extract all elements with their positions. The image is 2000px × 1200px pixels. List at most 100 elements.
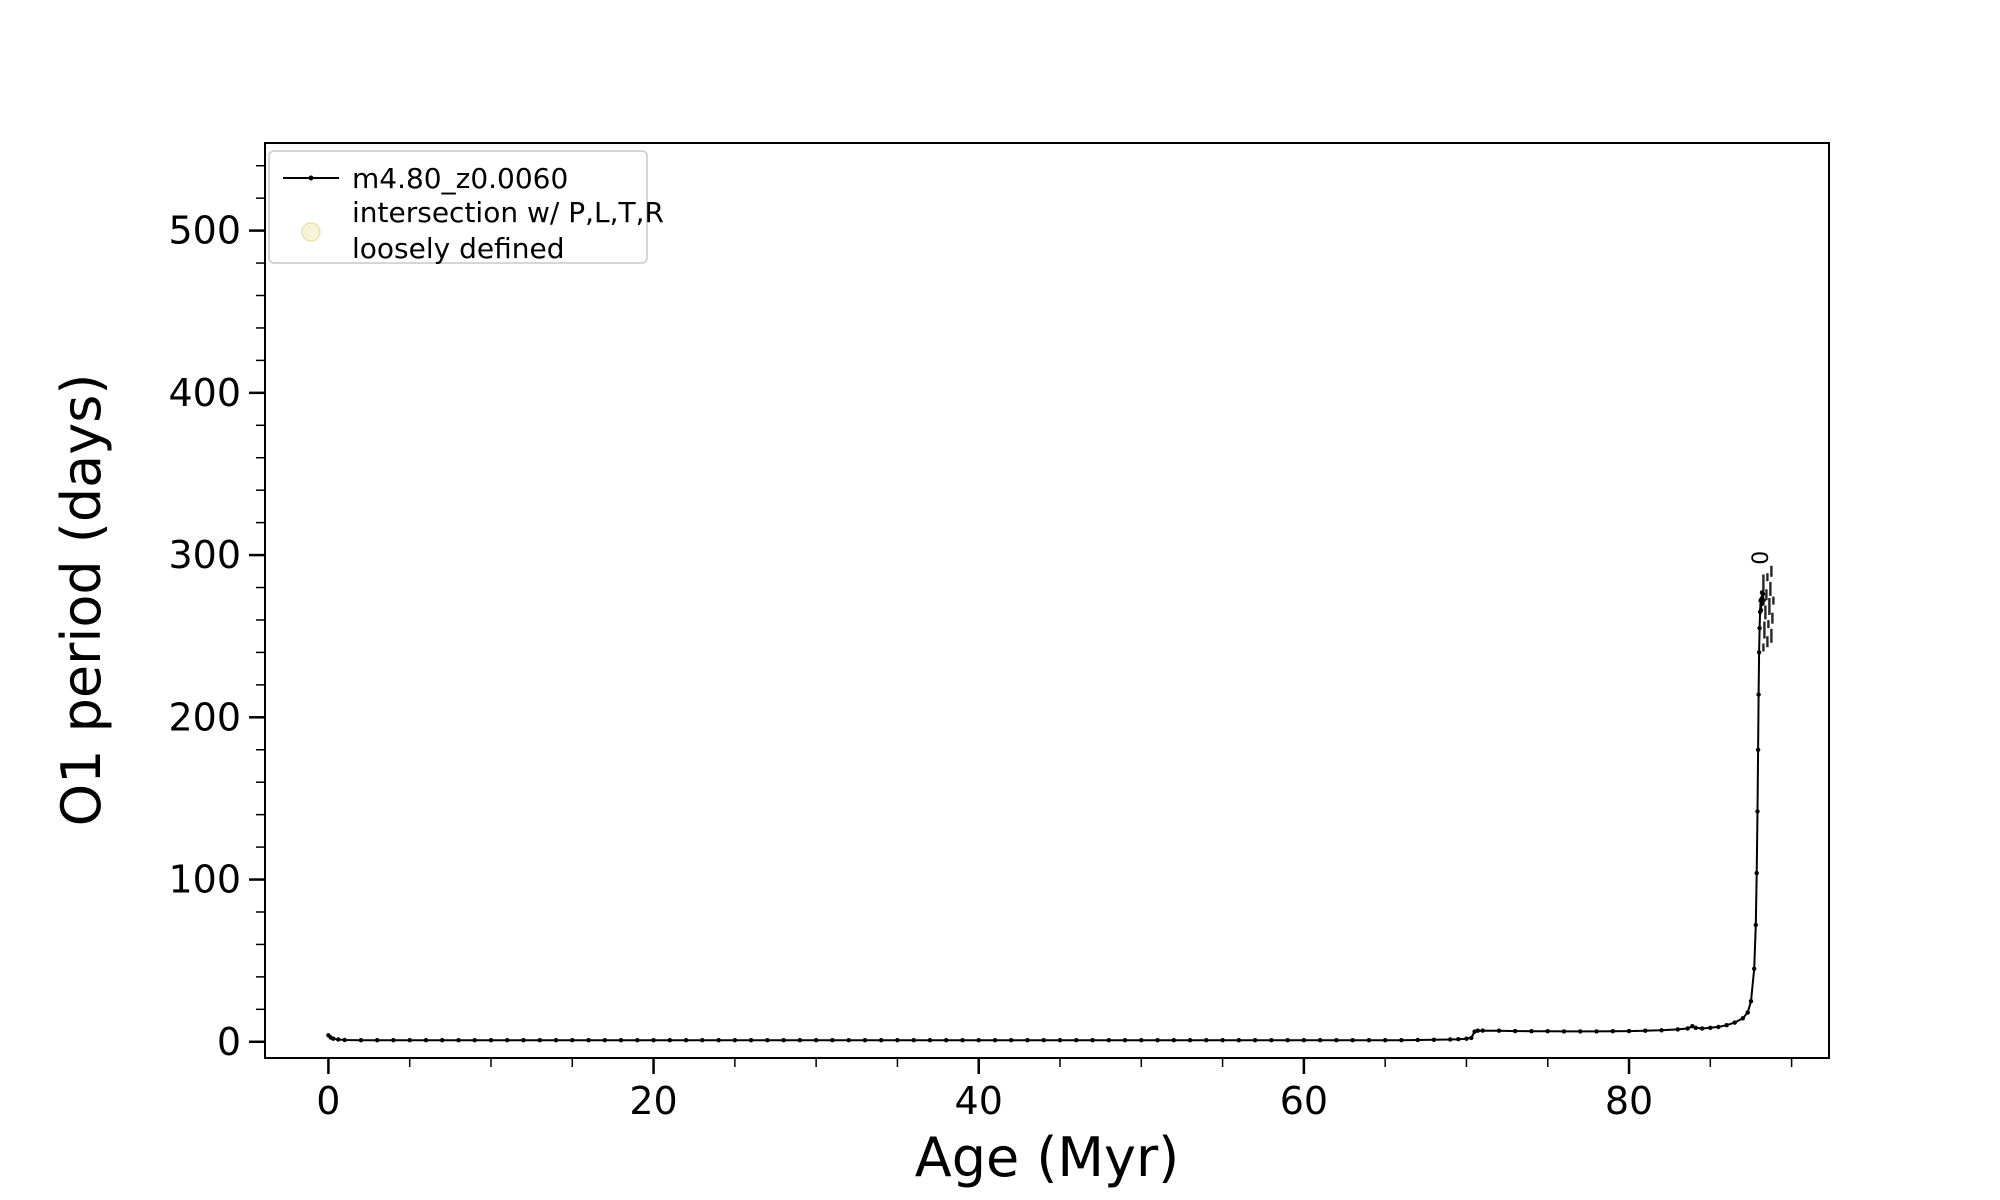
data-point-marker bbox=[375, 1038, 380, 1043]
data-point-marker bbox=[1415, 1037, 1420, 1043]
data-point-marker bbox=[1041, 1038, 1046, 1043]
data-point-marker bbox=[1761, 598, 1766, 603]
data-point-marker bbox=[1456, 1037, 1461, 1042]
x-tick-label: 40 bbox=[955, 1079, 1003, 1123]
data-point-marker bbox=[797, 1038, 803, 1043]
data-point-marker bbox=[1431, 1037, 1437, 1043]
data-point-marker bbox=[1745, 1010, 1750, 1015]
data-point-marker bbox=[765, 1038, 770, 1043]
data-point-marker bbox=[1122, 1038, 1128, 1043]
illegible-annotation-cluster bbox=[1762, 565, 1775, 652]
data-point-marker bbox=[1675, 1027, 1681, 1032]
data-point-marker bbox=[1755, 747, 1761, 752]
data-point-marker bbox=[1529, 1029, 1534, 1034]
data-point-marker bbox=[1074, 1038, 1079, 1043]
data-point-marker bbox=[716, 1038, 721, 1043]
data-point-marker bbox=[505, 1038, 510, 1043]
y-tick-label: 400 bbox=[168, 371, 241, 415]
data-point-marker bbox=[1236, 1038, 1242, 1043]
illegible-annotation-mark bbox=[1770, 565, 1773, 577]
data-point-marker bbox=[1399, 1038, 1404, 1043]
data-point-marker bbox=[488, 1038, 494, 1043]
data-point-marker bbox=[683, 1038, 689, 1043]
data-point-marker bbox=[1578, 1029, 1583, 1034]
data-point-marker bbox=[472, 1038, 477, 1043]
legend-line-marker-icon bbox=[308, 175, 314, 181]
data-point-marker bbox=[700, 1038, 705, 1043]
x-minor-ticks bbox=[408, 1058, 1793, 1067]
data-point-marker bbox=[1475, 1028, 1481, 1033]
data-point-marker bbox=[1285, 1038, 1290, 1043]
data-point-marker bbox=[1366, 1038, 1372, 1043]
data-point-marker bbox=[1716, 1024, 1721, 1030]
y-axis-label: O1 period (days) bbox=[50, 374, 113, 827]
data-point-marker bbox=[1754, 870, 1759, 876]
y-tick-label: 0 bbox=[217, 1020, 241, 1064]
legend-entry-1-label: m4.80_z0.0060 bbox=[352, 162, 568, 195]
data-point-marker bbox=[1740, 1016, 1746, 1021]
legend-entry-2-label-line1: intersection w/ P,L,T,R bbox=[352, 196, 664, 229]
x-axis-label: Age (Myr) bbox=[915, 1126, 1180, 1189]
data-point-marker bbox=[1334, 1038, 1339, 1043]
data-point-marker bbox=[927, 1038, 933, 1043]
y-tick-label: 100 bbox=[168, 858, 241, 902]
data-point-marker bbox=[1758, 608, 1764, 613]
data-point-marker bbox=[1643, 1028, 1648, 1033]
data-point-marker bbox=[1090, 1038, 1095, 1043]
data-point-marker bbox=[895, 1038, 900, 1043]
data-point-marker bbox=[602, 1038, 607, 1043]
data-point-marker bbox=[1693, 1025, 1698, 1031]
legend: m4.80_z0.0060 intersection w/ P,L,T,R lo… bbox=[268, 150, 664, 265]
illegible-annotation-mark bbox=[1768, 598, 1771, 615]
illegible-annotation-mark bbox=[1771, 612, 1774, 624]
data-point-marker bbox=[1685, 1026, 1690, 1031]
data-point-marker bbox=[1171, 1038, 1177, 1043]
data-point-marker bbox=[1464, 1036, 1469, 1041]
illegible-annotation-mark bbox=[1769, 581, 1772, 596]
legend-entry-2-label-line2: loosely defined bbox=[352, 232, 565, 265]
data-point-marker bbox=[1106, 1038, 1112, 1043]
data-point-marker bbox=[635, 1038, 640, 1043]
data-point-marker bbox=[1748, 999, 1754, 1004]
data-point-marker bbox=[1659, 1028, 1664, 1033]
data-point-marker bbox=[407, 1038, 412, 1043]
illegible-annotation-mark bbox=[1767, 620, 1770, 629]
y-tick-label: 200 bbox=[168, 695, 241, 739]
x-tick-label: 60 bbox=[1280, 1079, 1328, 1123]
y-tick-label: 500 bbox=[168, 209, 241, 253]
data-point-marker bbox=[1753, 922, 1759, 928]
series-markers bbox=[326, 590, 1766, 1043]
data-point-marker bbox=[813, 1038, 819, 1043]
data-point-marker bbox=[618, 1038, 624, 1043]
data-point-marker bbox=[1496, 1028, 1502, 1033]
data-point-marker bbox=[1317, 1038, 1323, 1043]
x-tick-label: 0 bbox=[316, 1079, 340, 1123]
data-point-marker bbox=[748, 1038, 754, 1043]
data-point-marker bbox=[1708, 1025, 1713, 1031]
y-minor-ticks bbox=[256, 164, 265, 1011]
data-point-marker bbox=[440, 1038, 445, 1043]
data-point-marker bbox=[1009, 1038, 1014, 1043]
data-point-marker bbox=[1724, 1022, 1729, 1028]
data-point-marker bbox=[976, 1038, 981, 1043]
data-point-marker bbox=[456, 1038, 461, 1043]
plot-area: 0 20 40 60 80 0 100 200 300 400 500 0 bbox=[168, 142, 1830, 1123]
data-point-marker bbox=[521, 1038, 526, 1043]
data-point-marker bbox=[537, 1038, 542, 1043]
data-point-marker bbox=[1545, 1029, 1550, 1034]
data-point-marker bbox=[1594, 1029, 1599, 1034]
data-point-marker bbox=[1383, 1038, 1388, 1043]
data-point-marker bbox=[830, 1038, 835, 1043]
data-point-marker bbox=[1057, 1038, 1063, 1043]
data-point-marker bbox=[1204, 1038, 1209, 1043]
y-tick-label: 300 bbox=[168, 533, 241, 577]
data-point-marker bbox=[1756, 692, 1761, 697]
data-point-marker bbox=[1155, 1038, 1160, 1043]
data-point-marker bbox=[1301, 1038, 1307, 1043]
data-point-marker bbox=[391, 1038, 396, 1043]
data-point-marker bbox=[1220, 1038, 1225, 1043]
illegible-annotation-mark bbox=[1772, 596, 1775, 605]
illegible-annotation-mark bbox=[1766, 636, 1769, 648]
spike-annotation: 0 bbox=[1749, 551, 1774, 565]
